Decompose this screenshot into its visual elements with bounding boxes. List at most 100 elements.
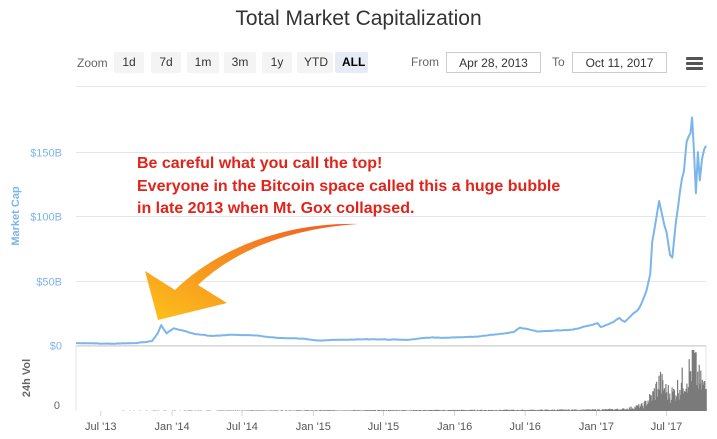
volume-bar [653,391,655,411]
volume-bar [580,410,582,411]
volume-bar [304,410,306,411]
y-tick-label: $0 [50,341,62,353]
zoom-7d-button[interactable]: 7d [151,52,181,73]
volume-bar [560,409,562,411]
volume-bar [474,410,476,411]
volume-bar [635,405,638,411]
to-date-input[interactable] [572,52,667,73]
volume-bar [614,409,616,411]
volume-bar [599,410,601,411]
volume-bar [653,388,655,411]
volume-bar [515,410,518,411]
volume-bar [705,389,707,411]
volume-bar [378,410,380,411]
volume-bar [676,397,678,411]
volume-bar [414,410,416,411]
volume-bar [222,410,224,411]
volume-bar [648,402,650,411]
volume-bar [261,410,264,411]
volume-bar [692,350,694,411]
volume-bar [563,409,565,411]
volume-bar [449,410,451,411]
volume-bar [573,410,575,411]
volume-bar [323,410,325,411]
volume-bar [293,410,295,411]
volume-bar [592,409,594,411]
volume-bar [450,410,452,411]
volume-bar [389,410,391,411]
volume-bar [494,410,496,411]
x-tick-label: Jul '16 [509,421,540,433]
volume-bar [297,410,299,411]
zoom-1d-button[interactable]: 1d [114,52,144,73]
volume-bar [428,410,430,411]
volume-bar [379,410,381,411]
volume-bar [233,410,235,411]
zoom-1m-button[interactable]: 1m [187,52,219,73]
volume-bar [577,410,579,411]
volume-bar [262,410,264,411]
volume-bar [696,385,698,411]
volume-bar [546,410,549,411]
volume-bar [629,409,631,411]
volume-bar [657,389,659,411]
volume-bar [601,410,603,411]
volume-bar [529,410,531,411]
zoom-ytd-button[interactable]: YTD [297,52,333,73]
from-date-input[interactable] [446,52,541,73]
volume-bar [512,409,514,411]
volume-bar [552,409,554,411]
volume-bar [508,409,510,411]
volume-bar [350,410,353,411]
zoom-3m-button[interactable]: 3m [224,52,256,73]
volume-bar [532,409,534,411]
volume-bar [300,410,302,411]
volume-bar [471,409,473,411]
volume-bar [496,410,498,411]
volume-bar [319,410,321,411]
zoom-label: Zoom [77,56,108,70]
volume-bar [601,409,603,411]
volume-bar [621,409,623,411]
volume-bar [248,410,250,411]
volume-bar [493,410,495,411]
volume-bar [513,410,515,411]
volume-bar [543,410,545,411]
volume-bar [632,408,634,411]
volume-bar [334,410,336,411]
volume-bar [590,410,592,411]
volume-bar [628,409,630,411]
volume-bar [690,371,692,411]
volume-bar [429,410,431,411]
volume-bar [670,399,672,411]
zoom-1y-button[interactable]: 1y [262,52,292,73]
volume-bar [539,409,541,411]
volume-bar [268,410,270,411]
volume-bar [421,410,423,411]
volume-bar [289,410,291,411]
volume-bar [402,410,404,411]
volume-bar [426,410,428,411]
zoom-all-button[interactable]: ALL [335,52,368,73]
volume-bar [677,393,679,411]
volume-bar [553,409,555,411]
volume-bar [460,409,463,411]
volume-bar [480,409,482,411]
volume-bar [649,395,652,411]
volume-bar [458,410,460,411]
volume-bar [536,410,538,411]
volume-bar [412,410,414,411]
volume-bar [247,410,249,411]
volume-bar [630,406,632,411]
volume-bar [527,409,529,411]
volume-bar [618,409,620,411]
volume-bar [371,410,373,411]
hamburger-menu-icon[interactable] [686,57,703,70]
volume-bar [303,410,305,411]
volume-bar [616,408,618,411]
volume-bar [337,410,339,411]
volume-bar [553,410,555,411]
volume-bar [640,403,642,411]
volume-bar [404,410,406,411]
volume-bar [680,394,682,411]
